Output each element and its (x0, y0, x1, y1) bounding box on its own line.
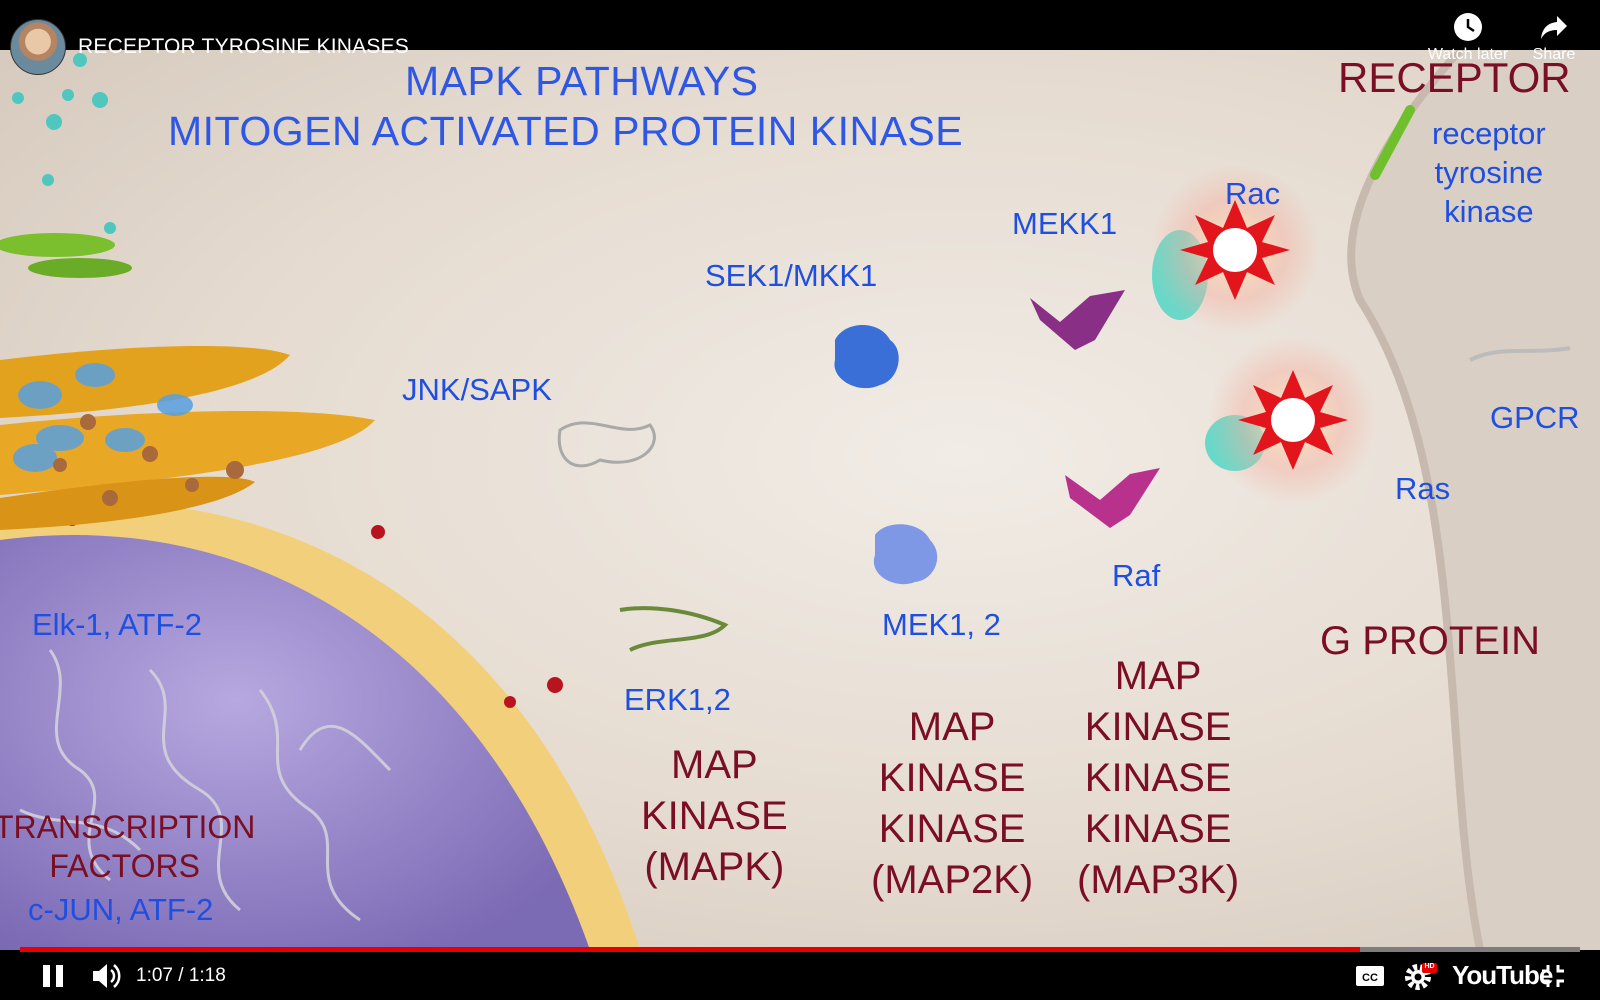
receptor-heading: RECEPTOR (1338, 54, 1571, 101)
clock-icon (1454, 13, 1482, 41)
mapk-label: MAP KINASE (MAPK) (641, 743, 788, 889)
mekk1-label: MEKK1 (1012, 206, 1118, 241)
jnk-label: JNK/SAPK (402, 372, 552, 407)
cjun-label: c-JUN, ATF-2 (28, 892, 214, 927)
map3k-label: MAP KINASE KINASE KINASE (MAP3K) (1077, 654, 1240, 902)
svg-text:CC: CC (1362, 972, 1378, 984)
g-protein-label: G PROTEIN (1320, 619, 1541, 663)
settings-gear-icon[interactable] (1404, 960, 1438, 992)
elk1-label: Elk-1, ATF-2 (32, 607, 202, 642)
gpcr-label: GPCR (1490, 400, 1580, 435)
player-controls (0, 950, 1600, 1000)
top-bar (0, 0, 1600, 50)
erk12-label: ERK1,2 (624, 682, 731, 717)
rac-label: Rac (1225, 176, 1281, 211)
watch-later-button[interactable]: Watch later (1423, 12, 1513, 64)
transcription-factors-label: TRANSCRIPTION FACTORS (0, 809, 256, 884)
raf-label: Raf (1112, 558, 1161, 593)
watch-later-label: Watch later (1427, 46, 1509, 63)
duration: 1:18 (188, 965, 226, 986)
map2k-label: MAP KINASE KINASE (MAP2K) (871, 705, 1034, 902)
current-time: 1:07 (136, 965, 173, 986)
pause-icon[interactable] (40, 962, 66, 990)
volume-icon[interactable] (90, 961, 122, 991)
cell-illustration (0, 50, 1600, 950)
video-title[interactable]: RECEPTOR TYROSINE KINASES (78, 35, 409, 58)
progress-bar[interactable] (20, 947, 1580, 952)
heading-line-2: MITOGEN ACTIVATED PROTEIN KINASE (168, 108, 964, 154)
progress-played (20, 947, 1361, 952)
sek1-label: SEK1/MKK1 (705, 258, 878, 293)
video-frame[interactable]: MAPK PATHWAYS MITOGEN ACTIVATED PROTEIN … (0, 50, 1600, 950)
ras-label: Ras (1395, 471, 1451, 506)
time-separator: / (178, 965, 184, 986)
exit-fullscreen-icon[interactable] (1540, 963, 1566, 989)
share-arrow-icon (1541, 16, 1567, 39)
rtk-label: receptor tyrosine kinase (1432, 116, 1546, 229)
heading-line-1: MAPK PATHWAYS (405, 58, 759, 104)
hd-badge: HD (1424, 963, 1435, 970)
time-display: 1:07 / 1:18 (136, 965, 226, 987)
captions-icon[interactable]: CC (1355, 964, 1385, 988)
share-button[interactable]: Share (1524, 12, 1584, 64)
youtube-logo[interactable]: YouTube (1452, 960, 1553, 990)
channel-avatar[interactable] (10, 19, 66, 75)
mek12-label: MEK1, 2 (882, 607, 1001, 642)
share-label: Share (1532, 46, 1576, 63)
